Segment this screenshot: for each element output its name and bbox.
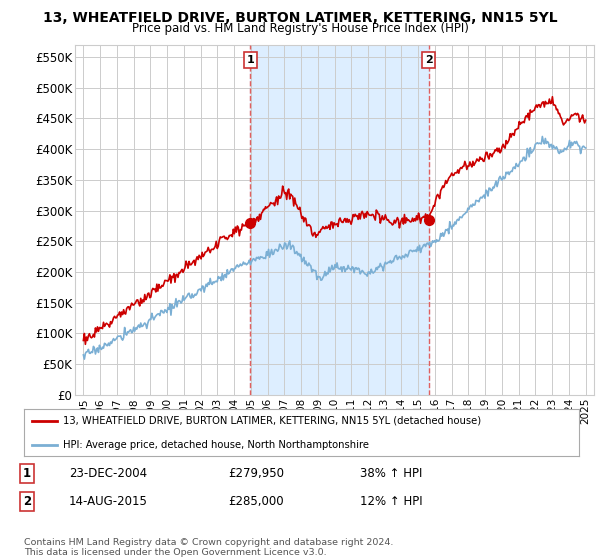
Text: Contains HM Land Registry data © Crown copyright and database right 2024.
This d: Contains HM Land Registry data © Crown c… (24, 538, 394, 557)
Text: 13, WHEATFIELD DRIVE, BURTON LATIMER, KETTERING, NN15 5YL (detached house): 13, WHEATFIELD DRIVE, BURTON LATIMER, KE… (63, 416, 481, 426)
Text: £285,000: £285,000 (228, 494, 284, 508)
Text: 14-AUG-2015: 14-AUG-2015 (69, 494, 148, 508)
Text: HPI: Average price, detached house, North Northamptonshire: HPI: Average price, detached house, Nort… (63, 440, 369, 450)
Text: 2: 2 (425, 55, 433, 65)
Bar (250, 45, 428, 395)
Text: 38% ↑ HPI: 38% ↑ HPI (360, 466, 422, 480)
Text: 12% ↑ HPI: 12% ↑ HPI (360, 494, 422, 508)
Text: 1: 1 (23, 466, 31, 480)
Text: 23-DEC-2004: 23-DEC-2004 (69, 466, 147, 480)
Text: Price paid vs. HM Land Registry's House Price Index (HPI): Price paid vs. HM Land Registry's House … (131, 22, 469, 35)
Text: 13, WHEATFIELD DRIVE, BURTON LATIMER, KETTERING, NN15 5YL: 13, WHEATFIELD DRIVE, BURTON LATIMER, KE… (43, 11, 557, 25)
Text: 2: 2 (23, 494, 31, 508)
Text: £279,950: £279,950 (228, 466, 284, 480)
Text: 1: 1 (247, 55, 254, 65)
